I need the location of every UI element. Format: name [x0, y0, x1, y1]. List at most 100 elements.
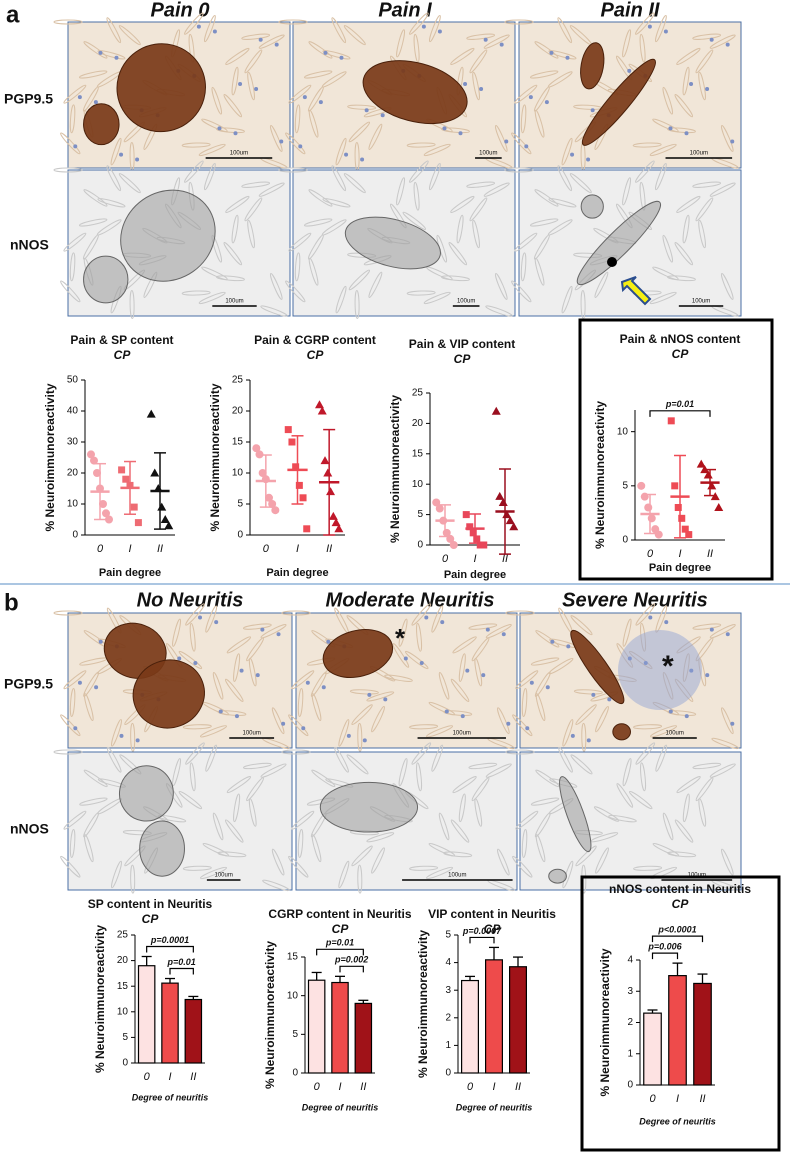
texture: [308, 41, 333, 59]
texture: [698, 219, 706, 249]
texture: [450, 47, 475, 65]
texture: [581, 722, 587, 752]
texture: [674, 94, 694, 118]
nerve-bundle: [580, 42, 605, 90]
texture: [521, 829, 528, 858]
scale-bar-label: 100um: [666, 731, 684, 737]
point: [258, 469, 267, 477]
texture: [534, 812, 551, 838]
scale-bar-label: 100um: [692, 299, 710, 305]
nucleus: [725, 42, 730, 47]
point: [265, 493, 273, 502]
nucleus: [276, 632, 281, 637]
texture: [368, 271, 383, 298]
texture: [494, 125, 508, 152]
texture: [416, 762, 423, 792]
texture: [505, 610, 535, 616]
nucleus: [234, 714, 239, 719]
nucleus: [570, 733, 575, 738]
x-axis-label: Pain degree: [649, 562, 711, 574]
texture: [288, 714, 309, 737]
texture: [411, 603, 432, 626]
texture: [308, 109, 319, 138]
texture: [368, 123, 383, 150]
texture: [520, 104, 527, 134]
texture: [178, 650, 203, 670]
nucleus: [440, 620, 445, 625]
texture: [211, 86, 222, 115]
texture: [392, 643, 410, 668]
nucleus: [119, 733, 124, 738]
texture: [212, 671, 224, 700]
y-tick-label: 5: [417, 509, 423, 520]
scale-bar-label: 100um: [215, 873, 233, 879]
texture: [366, 691, 395, 702]
nucleus: [705, 673, 710, 678]
nucleus: [274, 42, 279, 47]
texture: [212, 812, 224, 841]
point: [271, 506, 280, 515]
texture: [241, 181, 271, 188]
texture: [371, 847, 385, 874]
x-axis-label: Pain degree: [99, 567, 161, 579]
texture: [608, 815, 637, 823]
texture: [593, 806, 620, 822]
nucleus: [93, 100, 98, 105]
y-tick-label: 2: [445, 1012, 451, 1023]
texture: [504, 167, 534, 173]
texture: [83, 671, 100, 697]
texture: [575, 704, 597, 725]
texture: [97, 198, 126, 208]
texture: [285, 280, 306, 303]
nucleus: [77, 680, 82, 685]
texture: [485, 624, 512, 639]
nucleus: [98, 50, 103, 55]
texture: [438, 812, 450, 841]
nucleus: [481, 673, 486, 678]
y-tick-label: 1: [445, 1040, 451, 1051]
texture: [667, 275, 696, 282]
bar: [643, 1012, 662, 1086]
scale-bar-label: 100um: [243, 731, 261, 737]
x-axis-label: Degree of neuritis: [639, 1116, 716, 1126]
x-tick-label: II: [502, 553, 508, 565]
nucleus: [465, 668, 470, 673]
texture: [533, 86, 550, 112]
y-tick-label: 0: [627, 1080, 633, 1091]
texture: [322, 50, 351, 60]
point: [714, 503, 724, 511]
point: [678, 514, 686, 522]
point: [268, 500, 277, 508]
nerve-bundle: [132, 659, 205, 729]
texture: [695, 777, 714, 802]
x-tick-label: 0: [97, 543, 104, 555]
texture: [63, 232, 87, 252]
texture: [548, 50, 577, 60]
nerve-bundle: [559, 776, 592, 853]
nucleus: [458, 131, 463, 136]
texture: [348, 269, 371, 291]
y-tick-label: 0: [292, 1068, 298, 1079]
y-tick-label: 25: [412, 388, 424, 399]
nucleus: [119, 152, 124, 157]
texture: [416, 622, 423, 652]
scale-bar-label: 100um: [225, 299, 243, 305]
texture: [184, 12, 204, 35]
texture: [529, 70, 559, 79]
texture: [205, 744, 218, 772]
texture: [558, 746, 573, 773]
scale-bar-label: 100um: [479, 151, 497, 157]
nucleus: [607, 697, 612, 702]
texture: [497, 707, 510, 735]
point: [432, 498, 441, 507]
point: [314, 400, 324, 409]
texture: [335, 137, 347, 166]
texture: [347, 104, 377, 110]
scale-bar-label: 100um: [453, 731, 471, 737]
texture: [692, 33, 722, 40]
nucleus: [362, 738, 367, 743]
texture: [281, 749, 311, 755]
column-title: Moderate Neuritis: [326, 589, 495, 611]
nucleus: [483, 37, 488, 42]
